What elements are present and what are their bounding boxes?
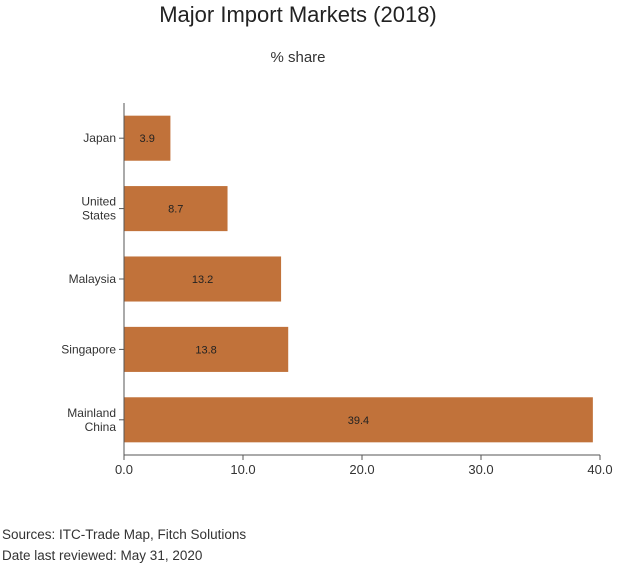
category-label: Malaysia: [69, 272, 117, 286]
bar-value-label: 13.8: [195, 344, 216, 356]
chart-subtitle: % share: [270, 49, 326, 66]
bar: [124, 256, 282, 302]
x-tick-label: 10.0: [230, 462, 255, 477]
category-label: States: [82, 209, 116, 223]
bar-value-label: 8.7: [168, 204, 183, 216]
bar-value-label: 3.9: [140, 133, 155, 145]
category-label: Japan: [83, 131, 116, 145]
bar-value-label: 13.2: [192, 274, 213, 286]
bar: [124, 397, 593, 443]
bar: [124, 115, 171, 161]
x-tick-label: 30.0: [468, 462, 493, 477]
bar-value-label: 39.4: [348, 415, 369, 427]
category-label: China: [85, 420, 117, 434]
bar: [124, 326, 289, 372]
x-tick-label: 0.0: [115, 462, 133, 477]
x-tick-label: 40.0: [587, 462, 612, 477]
category-label: United: [81, 195, 116, 209]
x-tick-label: 20.0: [349, 462, 374, 477]
category-label: Singapore: [61, 342, 116, 356]
bar: [124, 186, 228, 232]
date-reviewed-note: Date last reviewed: May 31, 2020: [2, 548, 203, 563]
sources-note: Sources: ITC-Trade Map, Fitch Solutions: [2, 527, 247, 542]
chart-title: Major Import Markets (2018): [159, 2, 437, 27]
category-label: Mainland: [67, 406, 116, 420]
